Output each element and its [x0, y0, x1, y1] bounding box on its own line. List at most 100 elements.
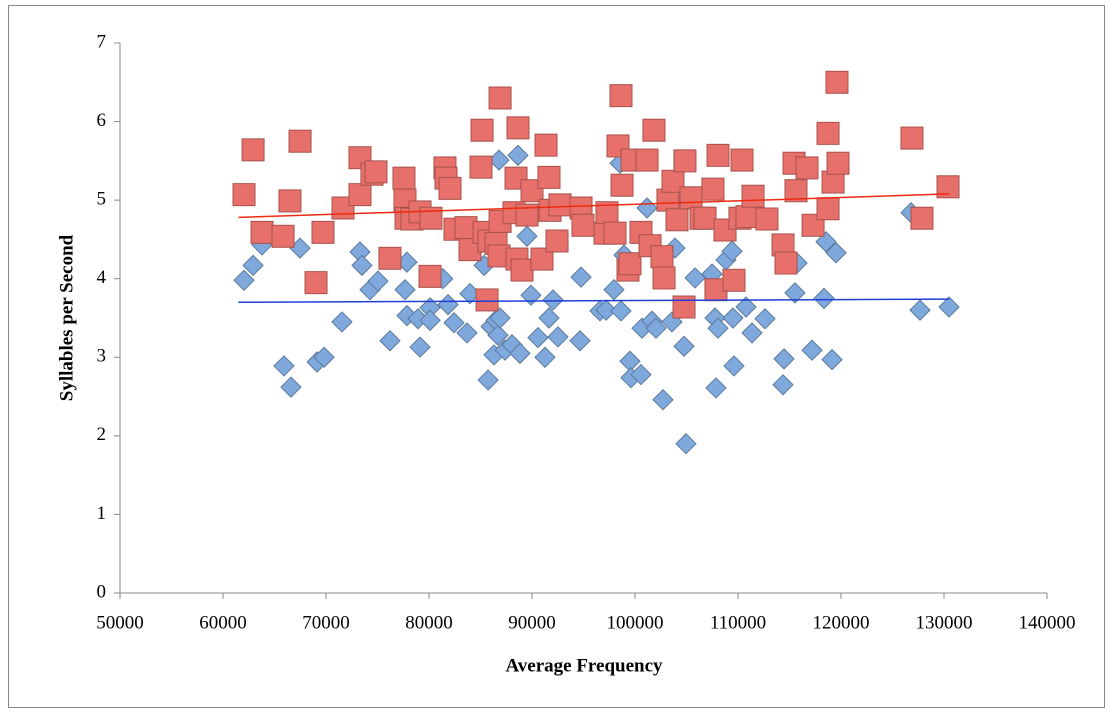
- data-point: [242, 254, 264, 277]
- data-point: [475, 288, 499, 312]
- data-point: [825, 70, 849, 94]
- data-point: [773, 348, 795, 370]
- data-point: [570, 266, 592, 288]
- data-point: [489, 307, 511, 329]
- data-point: [273, 355, 295, 377]
- data-point: [645, 317, 667, 339]
- y-tick-label: 3: [97, 346, 107, 367]
- data-point: [516, 225, 538, 247]
- data-point: [487, 324, 509, 346]
- y-tick-label: 7: [97, 31, 107, 52]
- data-point: [673, 335, 695, 357]
- data-point: [379, 330, 401, 352]
- data-point: [665, 208, 689, 232]
- data-point: [610, 173, 634, 197]
- x-tick-label: 130000: [916, 612, 973, 633]
- data-point: [825, 242, 847, 264]
- data-point: [477, 369, 499, 391]
- data-point: [545, 229, 569, 253]
- data-point: [506, 116, 530, 140]
- data-point: [469, 155, 493, 179]
- data-point: [664, 237, 686, 259]
- data-point: [693, 206, 717, 230]
- y-tick-label: 6: [97, 110, 107, 131]
- data-point: [331, 311, 353, 333]
- x-tick-label: 140000: [1019, 612, 1076, 633]
- data-point: [367, 270, 389, 292]
- y-tick-label: 2: [97, 424, 107, 445]
- x-axis-title: Average Frequency: [505, 655, 663, 676]
- data-point: [313, 346, 335, 368]
- data-point: [774, 251, 798, 275]
- data-point: [537, 165, 561, 189]
- x-tick-label: 110000: [710, 612, 766, 633]
- data-point: [909, 299, 931, 321]
- data-point: [409, 336, 431, 358]
- data-point: [241, 138, 265, 162]
- data-point: [635, 148, 659, 172]
- data-point: [735, 205, 759, 229]
- data-point: [741, 322, 763, 344]
- data-point: [679, 186, 703, 210]
- data-point: [530, 247, 554, 271]
- data-point: [826, 151, 850, 175]
- data-point: [456, 322, 478, 344]
- data-point: [938, 296, 960, 318]
- data-point: [542, 289, 564, 311]
- data-point: [419, 206, 443, 230]
- data-point: [701, 177, 725, 201]
- x-tick-label: 120000: [813, 612, 870, 633]
- data-point: [278, 189, 302, 213]
- y-tick-label: 1: [97, 503, 107, 524]
- data-point: [735, 296, 757, 318]
- data-point: [507, 144, 529, 167]
- data-point: [288, 129, 312, 153]
- x-tick-label: 80000: [405, 612, 453, 633]
- data-point: [610, 300, 632, 322]
- data-point: [571, 213, 595, 237]
- data-point: [304, 271, 328, 295]
- data-point: [801, 339, 823, 361]
- data-point: [784, 179, 808, 203]
- data-point: [630, 363, 652, 386]
- data-point: [603, 279, 625, 301]
- data-point: [509, 342, 531, 365]
- data-point: [821, 348, 843, 371]
- data-point: [538, 307, 560, 329]
- data-point: [392, 166, 416, 190]
- data-point: [527, 326, 549, 349]
- data-point: [816, 197, 840, 221]
- chart-frame: [8, 5, 1105, 708]
- data-point: [510, 258, 534, 282]
- data-point: [438, 176, 462, 200]
- data-point: [443, 312, 465, 334]
- data-point: [364, 160, 388, 184]
- data-point: [722, 307, 744, 329]
- data-point: [705, 377, 727, 399]
- data-point: [418, 264, 442, 288]
- data-point: [348, 183, 372, 207]
- data-point: [723, 355, 745, 377]
- data-point: [250, 220, 274, 244]
- data-point: [707, 317, 729, 339]
- data-point: [547, 326, 569, 348]
- data-point: [233, 269, 255, 291]
- data-point: [754, 308, 776, 330]
- data-point: [900, 126, 924, 150]
- data-point: [675, 433, 697, 455]
- trendline: [238, 298, 950, 304]
- y-tick-label: 4: [97, 267, 107, 288]
- data-point: [520, 284, 542, 306]
- data-point: [730, 148, 754, 172]
- data-point: [534, 133, 558, 157]
- data-point: [706, 143, 730, 167]
- data-point: [609, 84, 633, 108]
- x-tick-label: 50000: [96, 612, 144, 633]
- data-point: [652, 266, 676, 290]
- data-point: [936, 175, 960, 199]
- x-tick-label: 100000: [607, 612, 664, 633]
- data-point: [672, 295, 696, 319]
- data-point: [642, 118, 666, 142]
- data-point: [394, 279, 416, 301]
